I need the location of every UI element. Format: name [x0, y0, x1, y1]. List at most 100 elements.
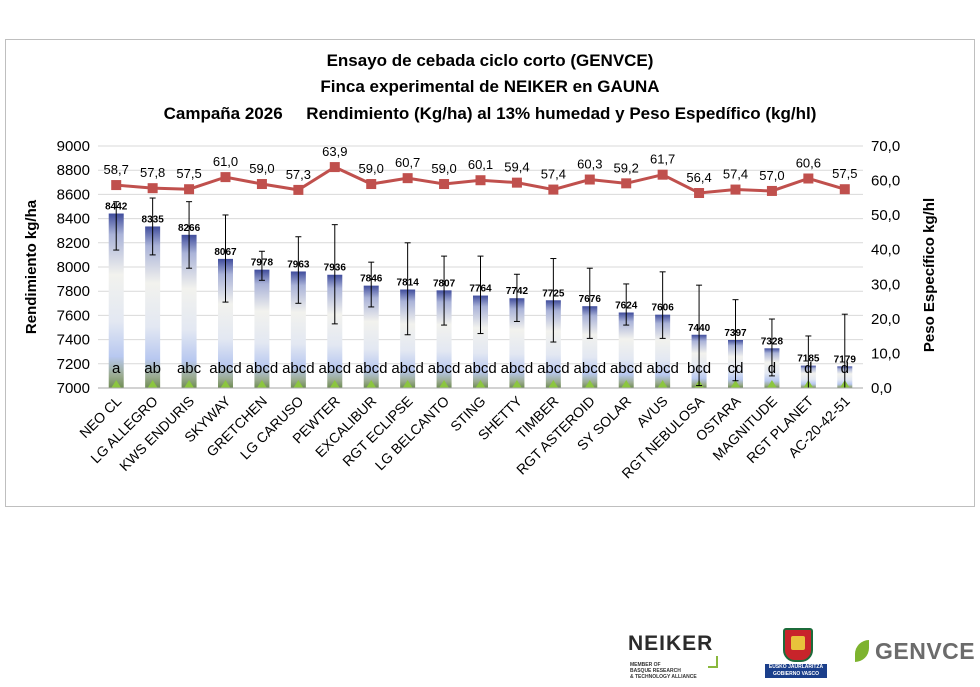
y-tick-label: 7200 — [57, 356, 90, 373]
line-value-label: 57,5 — [176, 166, 201, 181]
baseline-marker — [293, 380, 304, 388]
line-point — [584, 174, 595, 185]
y2-tick-label: 10,0 — [871, 345, 900, 362]
group-letter-label: abcd — [428, 360, 461, 377]
line-point — [220, 172, 231, 183]
baseline-marker — [511, 380, 522, 388]
line-point — [439, 179, 450, 190]
neiker-logo-word: NEIKER — [628, 632, 714, 655]
line-value-label: 59,0 — [249, 161, 274, 176]
y-tick-label: 7400 — [57, 332, 90, 349]
baseline-marker — [475, 380, 486, 388]
bar-value-label: 7814 — [397, 278, 420, 289]
group-letter-label: abcd — [209, 360, 242, 377]
bar — [436, 290, 452, 388]
genvce-logo-word: GENVCE — [875, 638, 976, 664]
line-point — [839, 184, 850, 195]
baseline-marker — [730, 380, 741, 388]
bar-value-label: 7807 — [433, 278, 456, 289]
line-value-label: 61,0 — [213, 154, 238, 169]
y2-tick-label: 0,0 — [871, 380, 892, 397]
bar — [400, 289, 416, 388]
line-point — [111, 180, 122, 191]
error-layer — [113, 197, 848, 389]
group-letter-label: d — [768, 360, 776, 377]
line-point — [475, 175, 486, 186]
line-layer — [111, 162, 850, 199]
line-value-label: 57,4 — [541, 167, 566, 182]
y2-axis-title: Peso Específico kg/hl — [921, 198, 938, 352]
bar — [181, 234, 197, 388]
line-value-label: 60,7 — [395, 155, 420, 170]
y2-tick-label: 20,0 — [871, 311, 900, 328]
bar-value-label: 7397 — [724, 328, 747, 339]
group-letter-label: abcd — [537, 360, 570, 377]
bar-value-label: 7624 — [615, 300, 638, 311]
group-letter-label: abcd — [646, 360, 679, 377]
neiker-subtitle-line-3: & TECHNOLOGY ALLIANCE — [630, 674, 697, 680]
line-value-label: 57,5 — [832, 166, 857, 181]
bar — [290, 271, 306, 388]
group-letter-label: abcd — [610, 360, 643, 377]
label-layer: 58,7 57,8 57,5 61,0 59,0 57,3 63,9 59,0 60,7 59,0… — [104, 144, 858, 377]
line-point — [366, 179, 377, 190]
bar — [218, 258, 233, 388]
baseline-marker — [111, 380, 122, 388]
bar-value-label: 7328 — [761, 336, 784, 347]
gobierno-vasco-logo: EUSKO JAURLARITZA GOBIERNO VASCO — [765, 628, 827, 686]
baseline-marker — [766, 380, 777, 388]
group-letter-label: abcd — [391, 360, 424, 377]
line-value-label: 63,9 — [322, 144, 347, 159]
baseline-marker — [621, 380, 632, 388]
y2-tick-label: 30,0 — [871, 276, 900, 293]
group-letter-label: cd — [728, 360, 744, 377]
bar-value-label: 7185 — [797, 354, 820, 365]
neiker-logo-bracket — [708, 656, 718, 668]
y-tick-label: 9000 — [57, 138, 90, 155]
y-tick-label: 8400 — [57, 211, 90, 228]
bar-value-label: 7742 — [506, 286, 529, 297]
logo-strip: NEIKER MEMBER OF BASQUE RESEARCH & TECHN… — [0, 620, 980, 687]
line-value-label: 61,7 — [650, 152, 675, 167]
gobierno-vasco-line-2: GOBIERNO VASCO — [772, 671, 820, 677]
chart-title-line-1: Ensayo de cebada ciclo corto (GENVCE) — [326, 51, 654, 70]
y-tick-label: 7800 — [57, 283, 90, 300]
bar — [582, 306, 598, 388]
line-point — [147, 183, 158, 194]
bar-value-label: 7846 — [360, 274, 383, 285]
bar — [363, 285, 379, 388]
line-point — [184, 184, 195, 195]
bar-value-label: 8067 — [214, 247, 237, 258]
y2-tick-label: 50,0 — [871, 207, 900, 224]
gobierno-vasco-text: EUSKO JAURLARITZA GOBIERNO VASCO — [765, 664, 827, 678]
bar — [545, 300, 561, 388]
y-tick-label: 8600 — [57, 186, 90, 203]
line-point — [256, 179, 267, 190]
y2-tick-label: 60,0 — [871, 173, 900, 190]
y-tick-label: 7000 — [57, 380, 90, 397]
bar — [108, 213, 124, 388]
bar-value-label: 7764 — [469, 284, 492, 295]
neiker-logo: NEIKER MEMBER OF BASQUE RESEARCH & TECHN… — [628, 632, 738, 684]
baseline-marker — [584, 380, 595, 388]
line-point — [730, 184, 741, 195]
line-point — [511, 177, 522, 188]
line-value-label: 57,4 — [723, 167, 748, 182]
group-letter-label: abcd — [464, 360, 497, 377]
bar-value-label: 7606 — [652, 303, 675, 314]
y-tick-label: 8000 — [57, 259, 90, 276]
line-value-label: 56,4 — [686, 170, 711, 185]
baseline-marker — [439, 380, 450, 388]
baseline-marker — [184, 380, 195, 388]
line-value-label: 57,8 — [140, 165, 165, 180]
group-letter-label: abcd — [574, 360, 607, 377]
group-letter-label: abcd — [319, 360, 352, 377]
baseline-marker — [548, 380, 559, 388]
genvce-logo: GENVCE — [855, 638, 980, 672]
line-value-label: 59,0 — [431, 161, 456, 176]
bar-value-label: 7179 — [834, 354, 857, 365]
group-letter-label: d — [804, 360, 812, 377]
bar-value-label: 7936 — [324, 263, 347, 274]
group-letter-label: d — [841, 360, 849, 377]
baseline-marker — [657, 380, 668, 388]
